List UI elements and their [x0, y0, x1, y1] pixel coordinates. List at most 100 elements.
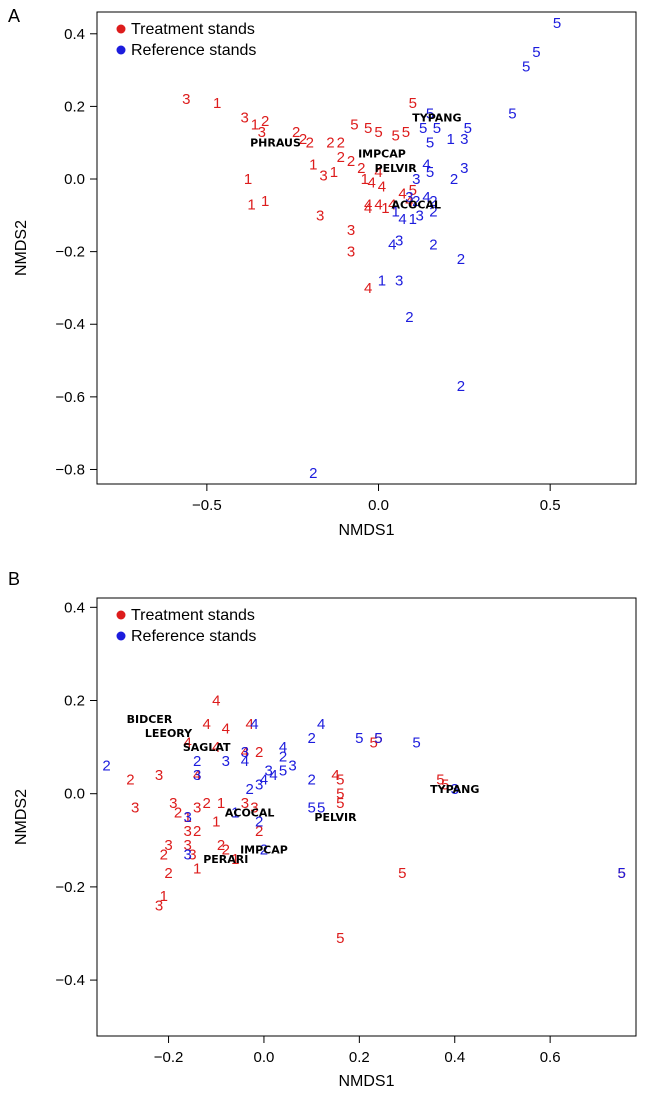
reference-stand-point: 5 — [618, 865, 626, 882]
treatment-stand-point: 2 — [217, 837, 225, 854]
legend-label-reference: Reference stands — [131, 42, 256, 59]
reference-stand-point: 3 — [288, 758, 296, 775]
treatment-stand-point: 5 — [364, 120, 372, 137]
reference-stand-point: 5 — [508, 106, 516, 123]
panel-a-legend: Treatment stands Reference stands — [116, 21, 256, 59]
reference-stand-point: 2 — [193, 753, 201, 770]
reference-stand-point: 3 — [265, 762, 273, 779]
reference-stand-point: 3 — [460, 131, 468, 148]
treatment-stand-point: 5 — [402, 124, 410, 141]
panel-b-y-axis-label: NMDS2 — [13, 789, 30, 845]
treatment-stand-point: 2 — [160, 846, 168, 863]
x-tick-label: 0.0 — [254, 1049, 275, 1066]
treatment-stand-point: 3 — [155, 898, 163, 915]
x-tick-label: 0.0 — [368, 497, 389, 514]
reference-stand-point: 2 — [429, 193, 437, 210]
treatment-stand-point: 2 — [203, 795, 211, 812]
reference-stand-point: 2 — [405, 309, 413, 326]
treatment-stand-point: 1 — [212, 814, 220, 831]
panel-a-x-axis-label: NMDS1 — [338, 522, 394, 539]
panel-a: A −0.5 0.0 0.5 −0.8 −0.6 −0.4 −0.2 0.0 0.2 0.4 NM… — [8, 6, 637, 539]
reference-stand-point: 3 — [451, 781, 459, 798]
treatment-stand-point: 3 — [193, 800, 201, 817]
treatment-stand-point: 3 — [164, 837, 172, 854]
x-tick-label: 0.5 — [540, 497, 561, 514]
treatment-stand-point: 1 — [381, 200, 389, 217]
treatment-stand-point: 1 — [261, 193, 269, 210]
species-label-impcap: IMPCAP — [240, 844, 288, 857]
treatment-stand-point: 3 — [183, 823, 191, 840]
treatment-stand-point: 2 — [326, 135, 334, 152]
reference-stand-point: 2 — [260, 842, 268, 859]
panel-b: B −0.2 0.0 0.2 0.4 0.6 −0.4 −0.2 0.0 0.2 0.4 NMDS… — [8, 569, 637, 1090]
treatment-stand-point: 5 — [409, 182, 417, 199]
treatment-stand-point: 5 — [374, 730, 382, 747]
treatment-stand-point: 2 — [174, 804, 182, 821]
y-tick-label: 0.0 — [64, 171, 85, 188]
treatment-stand-point: 5 — [336, 772, 344, 789]
x-tick-label: 0.4 — [444, 1049, 465, 1066]
reference-stand-point: 3 — [255, 776, 263, 793]
treatment-stand-point: 2 — [255, 823, 263, 840]
y-tick-label: −0.6 — [55, 389, 85, 406]
reference-stand-point: 2 — [255, 814, 263, 831]
treatment-stand-point: 1 — [193, 860, 201, 877]
panel-b-ticks: −0.2 0.0 0.2 0.4 0.6 −0.4 −0.2 0.0 0.2 0.4 — [55, 599, 560, 1066]
y-tick-label: −0.4 — [55, 316, 85, 333]
treatment-stand-point: 4 — [398, 186, 406, 203]
reference-stand-point: 3 — [412, 171, 420, 188]
reference-stand-point: 5 — [419, 120, 427, 137]
species-label-typang: TYPANG — [412, 111, 461, 124]
treatment-stand-point: 2 — [347, 153, 355, 170]
reference-stand-point: 5 — [532, 44, 540, 61]
species-label-phraus: PHRAUS — [250, 137, 301, 150]
legend-label-treatment: Treatment stands — [131, 607, 255, 624]
species-label-impcap: IMPCAP — [358, 148, 406, 161]
reference-stand-point: 5 — [522, 58, 530, 75]
legend-dot-reference — [116, 631, 126, 641]
treatment-stand-point: 4 — [374, 196, 382, 213]
y-tick-label: −0.2 — [55, 244, 85, 261]
treatment-stand-point: 5 — [336, 795, 344, 812]
reference-stand-point: 3 — [416, 207, 424, 224]
species-label-perari: PERARI — [203, 853, 248, 866]
y-tick-label: 0.0 — [64, 786, 85, 803]
reference-stand-point: 5 — [374, 730, 382, 747]
treatment-stand-point: 3 — [182, 91, 190, 108]
reference-stand-point: 2 — [307, 730, 315, 747]
treatment-stand-point: 4 — [331, 767, 339, 784]
treatment-stand-point: 1 — [309, 156, 317, 173]
treatment-stand-point: 4 — [364, 196, 372, 213]
treatment-stand-point: 2 — [222, 842, 230, 859]
reference-stand-point: 5 — [426, 106, 434, 123]
panel-b-x-axis-label: NMDS1 — [338, 1073, 394, 1090]
reference-stand-point: 4 — [317, 716, 325, 733]
reference-stand-point: 3 — [395, 233, 403, 250]
treatment-stand-point: 4 — [212, 693, 220, 710]
y-tick-label: −0.2 — [55, 879, 85, 896]
treatment-stand-point: 3 — [319, 167, 327, 184]
treatment-stand-point: 5 — [441, 776, 449, 793]
reference-stand-point: 3 — [460, 160, 468, 177]
treatment-stand-point: 4 — [367, 175, 375, 192]
treatment-stand-point: 4 — [374, 164, 382, 181]
reference-stand-point: 4 — [422, 189, 430, 206]
species-label-pelvir: PELVIR — [375, 162, 418, 175]
reference-stand-point: 4 — [422, 156, 430, 173]
reference-stand-point: 4 — [260, 772, 268, 789]
treatment-stand-point: 2 — [299, 131, 307, 148]
reference-stand-point: 5 — [279, 762, 287, 779]
legend-dot-reference — [116, 45, 126, 55]
treatment-stand-point: 3 — [258, 124, 266, 141]
treatment-stand-point: 5 — [436, 772, 444, 789]
reference-stand-point: 2 — [307, 772, 315, 789]
y-tick-label: 0.2 — [64, 693, 85, 710]
panel-b-legend: Treatment stands Reference stands — [116, 607, 256, 645]
treatment-stand-point: 5 — [392, 127, 400, 144]
treatment-stand-point: 4 — [241, 744, 249, 761]
treatment-stand-point: 4 — [183, 734, 191, 751]
reference-stand-point: 5 — [317, 800, 325, 817]
